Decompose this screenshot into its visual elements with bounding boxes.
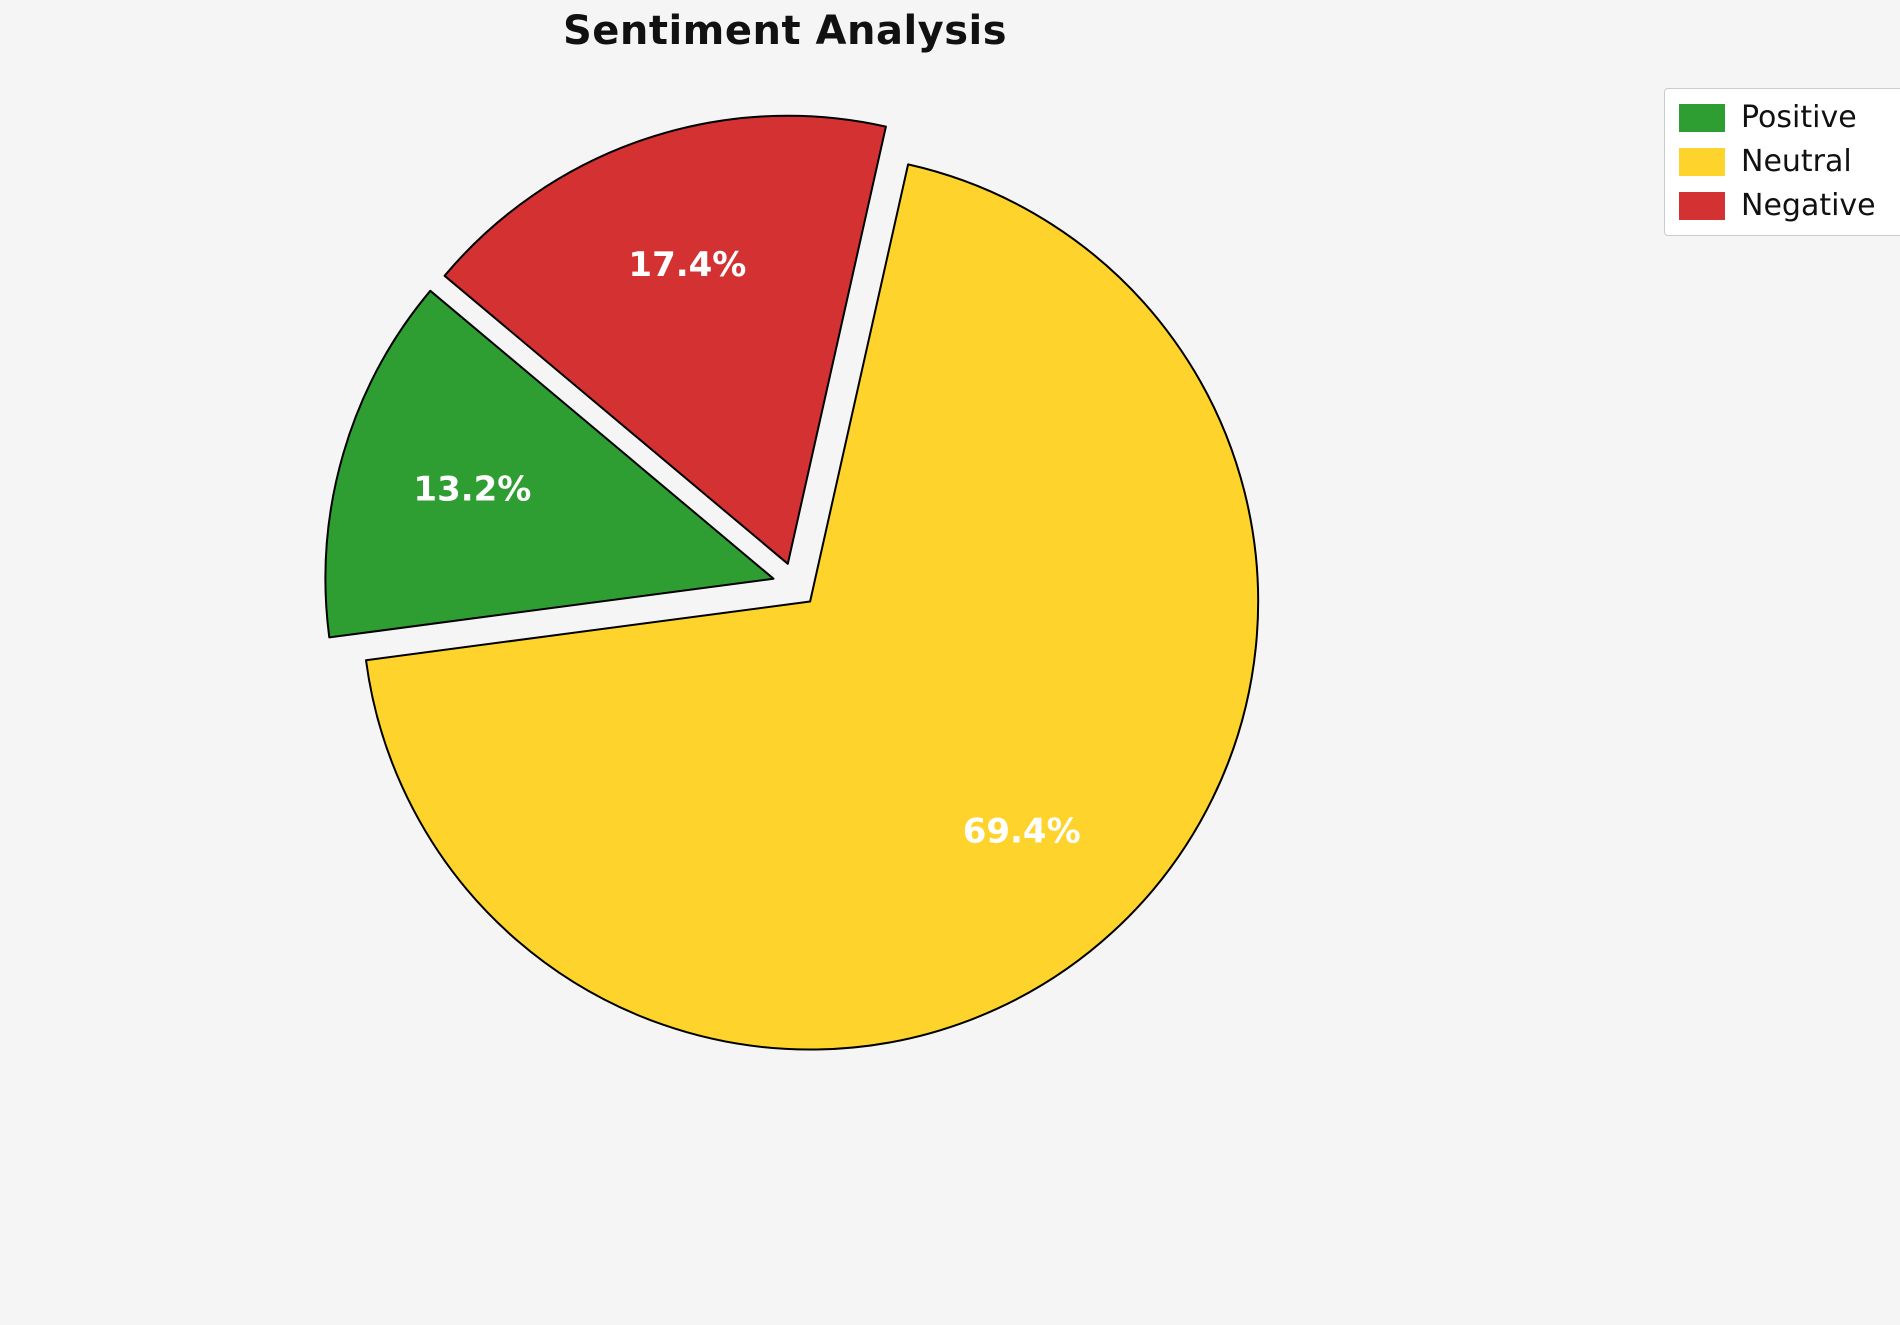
pie-percent-label-positive: 13.2% [413, 470, 531, 510]
pie-slice-negative [443, 114, 887, 565]
legend-label-neutral: Neutral [1741, 144, 1852, 179]
legend-label-negative: Negative [1741, 188, 1876, 223]
legend-swatch-positive [1679, 104, 1725, 132]
legend-item-neutral: Neutral [1679, 147, 1883, 177]
pie-percent-label-negative: 17.4% [628, 245, 746, 285]
legend-label-positive: Positive [1741, 100, 1857, 135]
legend-item-negative: Negative [1679, 191, 1883, 221]
pie-slice-positive [324, 289, 775, 639]
pie-slice-neutral [365, 163, 1260, 1051]
pie-percent-label-neutral: 69.4% [963, 812, 1081, 852]
legend-item-positive: Positive [1679, 103, 1883, 133]
chart-title: Sentiment Analysis [562, 8, 1008, 54]
legend: Positive Neutral Negative [1664, 88, 1900, 236]
pie-wedges-group: 13.2% 69.4% 17.4% [324, 114, 1260, 1051]
legend-swatch-neutral [1679, 148, 1725, 176]
legend-swatch-negative [1679, 192, 1725, 220]
